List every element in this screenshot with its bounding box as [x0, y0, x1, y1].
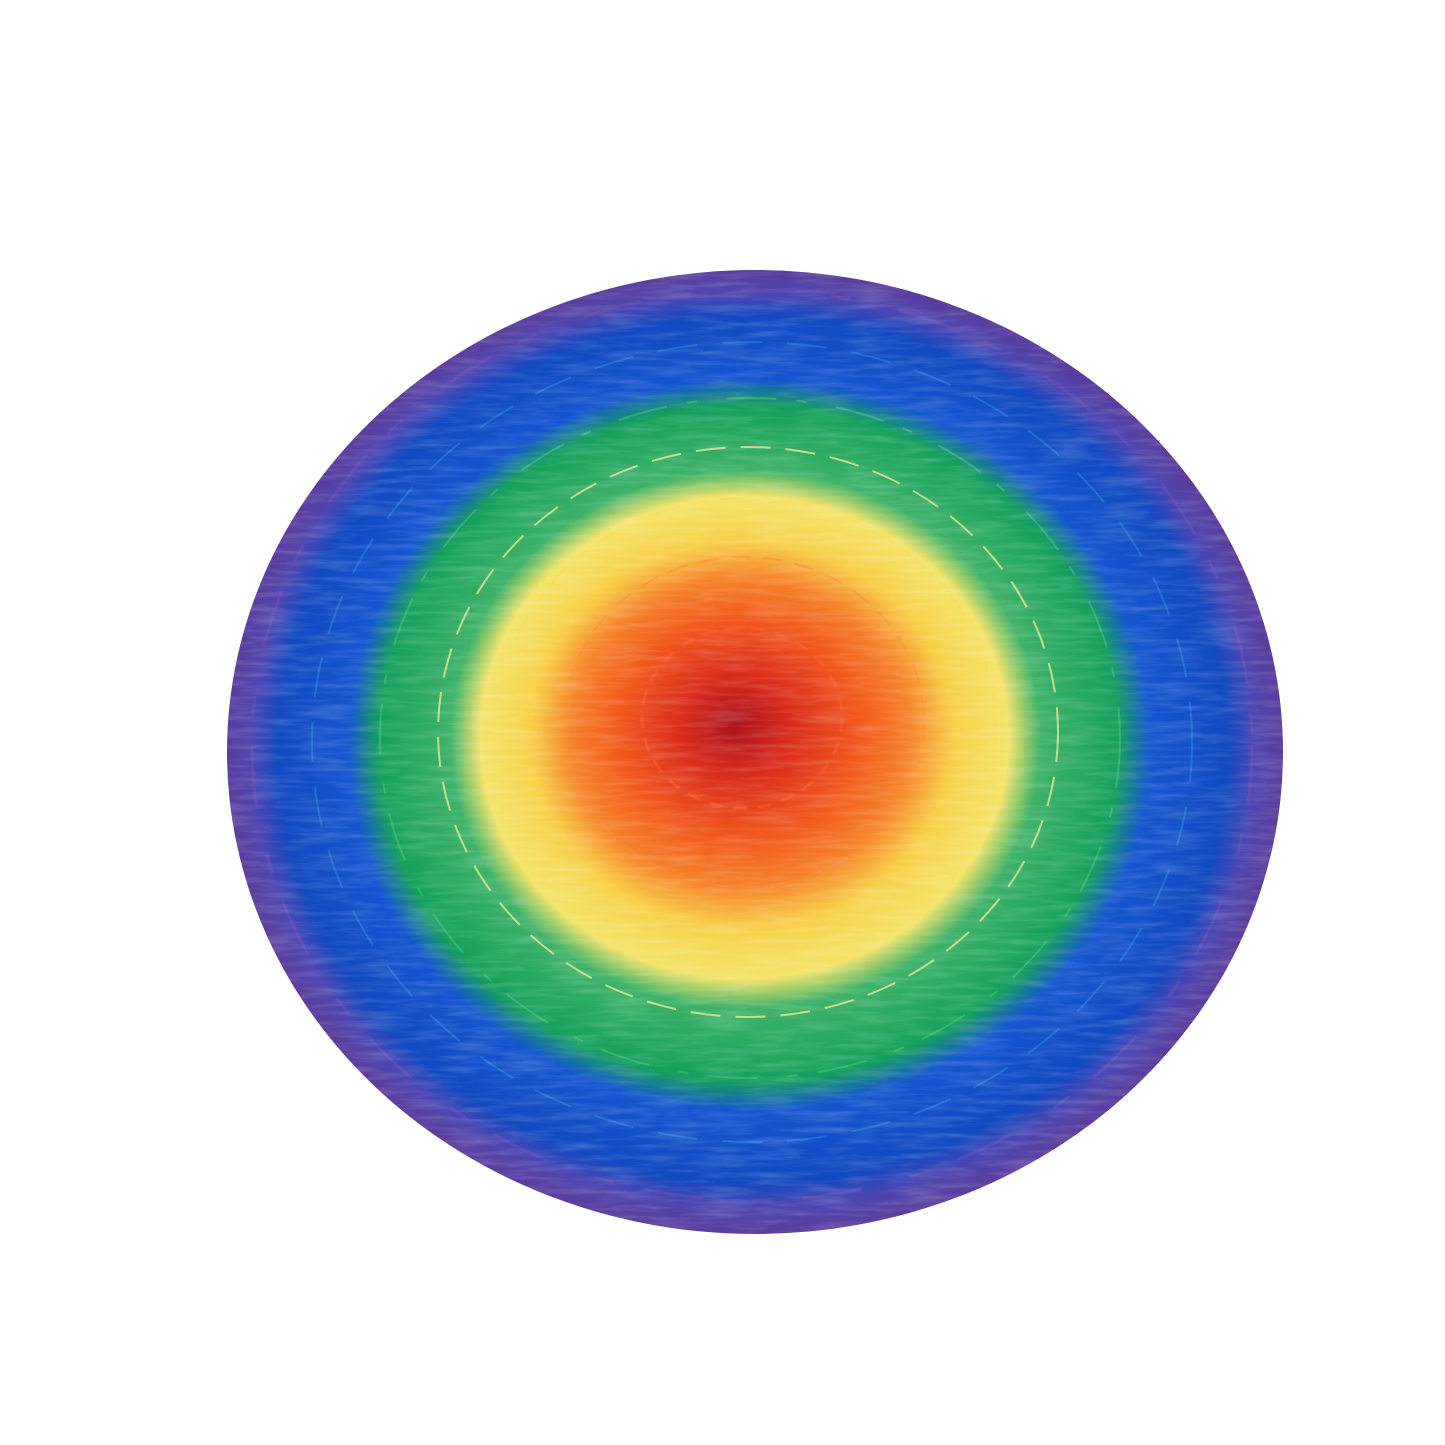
yarn-threads — [227, 270, 1283, 1234]
fiber-texture — [227, 270, 1283, 1234]
